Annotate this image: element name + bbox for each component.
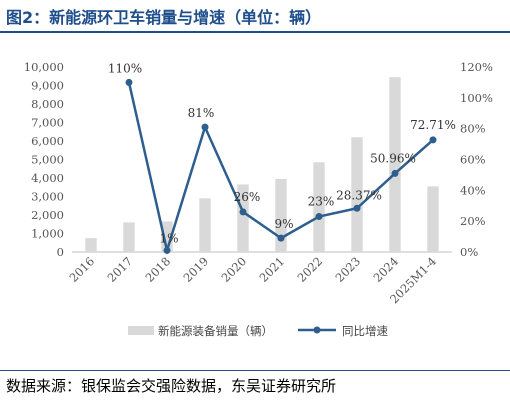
data-label: 23% [308, 195, 335, 209]
x-tick-label: 2017 [105, 254, 136, 285]
bar-series [85, 77, 439, 252]
bar [123, 222, 135, 252]
y-left-tick-label: 3,000 [31, 190, 64, 204]
bar [427, 186, 439, 252]
line-marker [125, 78, 133, 86]
y-left-tick-label: 8,000 [31, 97, 64, 111]
line-marker [277, 234, 285, 242]
bar [389, 77, 401, 252]
line-marker [429, 136, 437, 144]
bar [85, 238, 97, 252]
x-tick-label: 2019 [181, 254, 212, 285]
line-marker [163, 246, 171, 254]
line-marker [239, 208, 247, 216]
bar [351, 137, 363, 252]
legend-bar-label: 新能源装备销量（辆） [158, 324, 273, 338]
source-divider [0, 370, 510, 371]
x-tick-label: 2020 [219, 254, 250, 285]
y-right-tick-label: 60% [460, 153, 486, 167]
line-marker [201, 123, 209, 131]
y-right-tick-label: 0% [460, 245, 478, 259]
y-left-tick-label: 1,000 [31, 227, 64, 241]
legend-bar-swatch [128, 326, 154, 335]
y-left-tick-label: 4,000 [31, 171, 64, 185]
x-tick-label: 2018 [143, 254, 174, 285]
legend-line-marker [313, 326, 321, 334]
x-tick-label: 2023 [333, 254, 364, 285]
x-tick-labels: 2016 2017 2018 2019 2020 2021 2022 2023 20242025… [67, 254, 440, 306]
combo-chart: 0 1,000 2,000 3,000 4,000 5,000 6,000 7,000 8,00… [24, 60, 493, 338]
x-tick-label: 2024 [371, 254, 402, 285]
y-left-tick-label: 5,000 [31, 153, 64, 167]
bar [199, 198, 211, 252]
y-right-tick-label: 80% [460, 122, 486, 136]
title-bar: 图2：新能源环卫车销量与增速（单位：辆） [0, 0, 510, 31]
data-labels: 110% 1% 81% 26% 9% 23% 28.37% 50.96% 72.71% [108, 61, 456, 245]
x-tick-label: 2021 [257, 254, 288, 285]
y-left-tick-label: 10,000 [24, 60, 64, 74]
line-marker [315, 213, 323, 221]
bar [313, 162, 325, 252]
source-note: 数据来源：银保监会交强险数据，东吴证券研究所 [6, 377, 337, 395]
legend: 新能源装备销量（辆） 同比增速 [128, 324, 388, 338]
y-right-tick-label: 100% [460, 91, 493, 105]
y-right-tick-label: 40% [460, 183, 486, 197]
x-tick-label: 2022 [295, 254, 326, 285]
data-label: 26% [234, 190, 261, 204]
data-label: 28.37% [336, 188, 382, 202]
data-label: 1% [159, 231, 178, 245]
y-left-tick-label: 9,000 [31, 79, 64, 93]
y-left-tick-label: 6,000 [31, 134, 64, 148]
data-label: 9% [274, 217, 293, 231]
axes: 0 1,000 2,000 3,000 4,000 5,000 6,000 7,000 8,00… [24, 60, 493, 259]
data-label: 72.71% [410, 118, 456, 132]
line-series [125, 78, 437, 254]
y-right-tick-label: 20% [460, 214, 486, 228]
y-right-tick-label: 120% [460, 60, 493, 74]
line-marker [391, 169, 399, 177]
data-label: 50.96% [370, 151, 416, 165]
legend-line-label: 同比增速 [342, 324, 388, 338]
line-marker [353, 204, 361, 212]
x-tick-label: 2016 [67, 254, 98, 285]
bar [161, 221, 173, 252]
y-left-tick-label: 2,000 [31, 208, 64, 222]
bar [237, 184, 249, 252]
data-label: 110% [108, 61, 142, 75]
y-left-tick-label: 0 [57, 245, 64, 259]
bar [275, 178, 287, 252]
y-left-tick-label: 7,000 [31, 116, 64, 130]
data-label: 81% [188, 106, 215, 120]
title-divider [0, 31, 510, 33]
chart-title: 图2：新能源环卫车销量与增速（单位：辆） [6, 8, 322, 27]
